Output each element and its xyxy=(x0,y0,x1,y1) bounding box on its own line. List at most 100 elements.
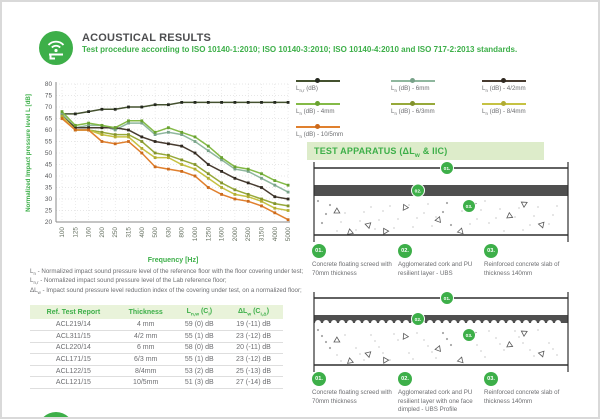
table-cell: 55 (1) dB xyxy=(174,330,225,343)
label-number-badge: 01. xyxy=(312,244,326,258)
legend-item: Ln (dB) - 4/2mm xyxy=(482,77,574,93)
diagram-label: 03. Reinforced concrete slab of thickness… xyxy=(484,372,566,406)
legend-marker-icon xyxy=(296,124,340,130)
legend-item: Ln,r (dB) xyxy=(296,77,388,93)
table-cell: 27 (-14) dB xyxy=(224,376,283,389)
legend-item: Ln (dB) - 6/3mm xyxy=(391,100,483,116)
legend-label: Ln (dB) - 4/2mm xyxy=(482,85,526,94)
label-text: Concrete floating screed with 70mm thick… xyxy=(312,261,392,277)
diagram-label: 01. Concrete floating screed with 70mm th… xyxy=(312,244,394,278)
table-cell: 4/2 mm xyxy=(116,330,175,343)
svg-text:2500: 2500 xyxy=(245,227,252,242)
legend-label: Ln (dB) - 6mm xyxy=(391,85,430,94)
table-header-row: Ref. Test Report Thickness Ln,w (CI) ΔLw (C… xyxy=(30,305,283,320)
table-row: ACL122/15 8/4mm 53 (2) dB 25 (-13) dB xyxy=(30,365,283,378)
table-row: ACL311/15 4/2 mm 55 (1) dB 23 (-12) dB xyxy=(30,330,283,343)
table-header-cell: Ref. Test Report xyxy=(30,305,117,320)
svg-text:2000: 2000 xyxy=(232,227,239,242)
svg-text:160: 160 xyxy=(86,227,93,238)
table-cell: ACL121/15 xyxy=(30,376,117,389)
results-table: Ref. Test Report Thickness Ln,w (CI) ΔLw (C… xyxy=(30,305,283,389)
table-cell: 59 (0) dB xyxy=(174,319,225,331)
diagram-label: 02. Agglomerated cork and PU resilient la… xyxy=(398,372,480,415)
table-cell: 4 mm xyxy=(116,319,175,331)
svg-text:01.: 01. xyxy=(444,166,451,172)
svg-text:75: 75 xyxy=(45,93,53,100)
svg-text:02.: 02. xyxy=(415,188,422,194)
table-cell: ACL219/14 xyxy=(30,319,117,331)
y-axis-label: Normalized Impact pressure level L [dB] xyxy=(25,94,32,212)
svg-text:50: 50 xyxy=(45,150,53,157)
diagram-label: 02. Agglomerated cork and PU resilient la… xyxy=(398,244,480,278)
legend-item: Ln (dB) - 8/4mm xyxy=(482,100,574,116)
table-cell: 6 mm xyxy=(116,342,175,355)
svg-text:500: 500 xyxy=(152,227,159,238)
table-cell: ACL220/14 xyxy=(30,342,117,355)
svg-text:03.: 03. xyxy=(466,333,473,339)
legend-label: Ln (dB) - 6/3mm xyxy=(391,108,435,117)
x-axis-label: Frequency [Hz] xyxy=(148,257,199,264)
table-header-cell: Ln,w (CI) xyxy=(174,305,225,320)
label-text: Reinforced concrete slab of thickness 14… xyxy=(484,389,560,405)
table-cell: ACL171/15 xyxy=(30,353,117,366)
svg-text:70: 70 xyxy=(45,104,53,111)
svg-text:250: 250 xyxy=(112,227,119,238)
legend-item: Ln (dB) - 10/5mm xyxy=(296,123,388,139)
svg-text:25: 25 xyxy=(45,208,53,215)
legend-marker-icon xyxy=(296,101,340,107)
svg-text:80: 80 xyxy=(45,81,53,88)
svg-text:200: 200 xyxy=(99,227,106,238)
table-row: ACL219/14 4 mm 59 (0) dB 19 (-11) dB xyxy=(30,319,283,331)
svg-text:125: 125 xyxy=(72,227,79,238)
svg-text:30: 30 xyxy=(45,196,53,203)
svg-text:01.: 01. xyxy=(444,296,451,302)
svg-text:60: 60 xyxy=(45,127,53,134)
diagram-2-labels: 01. Concrete floating screed with 70mm th… xyxy=(308,372,576,417)
table-cell: 23 (-12) dB xyxy=(224,330,283,343)
svg-text:630: 630 xyxy=(165,227,172,238)
legend-label: Ln (dB) - 10/5mm xyxy=(296,131,344,140)
table-cell: ACL311/15 xyxy=(30,330,117,343)
svg-text:800: 800 xyxy=(179,227,186,238)
table-row: ACL171/15 6/3 mm 55 (1) dB 23 (-12) dB xyxy=(30,353,283,366)
svg-text:20: 20 xyxy=(45,219,53,226)
test-apparatus-heading: TEST APPARATUS (ΔLw & IIC) xyxy=(307,142,544,160)
legend-marker-icon xyxy=(391,78,435,84)
page-title: ACOUSTICAL RESULTS xyxy=(82,32,212,44)
table-row: ACL220/14 6 mm 58 (0) dB 20 (-11) dB xyxy=(30,342,283,355)
apparatus-diagram-flat-layer: 01. 02. 03. xyxy=(313,161,569,242)
legend-label: Ln,r (dB) xyxy=(296,85,318,94)
svg-text:5000: 5000 xyxy=(285,227,292,242)
legend-item: Ln (dB) - 6mm xyxy=(391,77,483,93)
table-header-cell: Thickness xyxy=(116,305,175,320)
legend-label: Ln (dB) - 4mm xyxy=(296,108,335,117)
diagram-label: 01. Concrete floating screed with 70mm th… xyxy=(312,372,394,406)
legend-marker-icon xyxy=(482,78,526,84)
impact-sound-line-chart: 20 25 30 35 40 45 50 55 60 65 70 75 80 100 125 160 200 25… xyxy=(25,81,292,264)
chart-legend: Ln,r (dB) Ln (dB) - 6mm Ln (dB) - 4/2mm Ln … xyxy=(296,77,596,149)
legend-item: Ln (dB) - 4mm xyxy=(296,100,388,116)
apparatus-diagram-dimpled-layer: 01. 02. 03. xyxy=(313,291,569,372)
diagram-label: 03. Reinforced concrete slab of thickness… xyxy=(484,244,566,278)
legend-marker-icon xyxy=(391,101,435,107)
table-cell: 53 (2) dB xyxy=(174,365,225,378)
svg-text:315: 315 xyxy=(126,227,133,238)
svg-text:03.: 03. xyxy=(466,204,473,210)
label-text: Reinforced concrete slab of thickness 14… xyxy=(484,261,560,277)
svg-text:3150: 3150 xyxy=(259,227,266,242)
table-cell: 58 (0) dB xyxy=(174,342,225,355)
footnote-line: Ln - Normalized impact sound pressure le… xyxy=(30,268,304,277)
table-cell: 55 (1) dB xyxy=(174,353,225,366)
label-number-badge: 01. xyxy=(312,372,326,386)
legend-label: Ln (dB) - 8/4mm xyxy=(482,108,526,117)
svg-text:400: 400 xyxy=(139,227,146,238)
legend-marker-icon xyxy=(482,101,526,107)
label-number-badge: 03. xyxy=(484,372,498,386)
svg-text:1000: 1000 xyxy=(192,227,199,242)
label-number-badge: 02. xyxy=(398,244,412,258)
table-cell: 19 (-11) dB xyxy=(224,319,283,331)
label-text: Agglomerated cork and PU resilient layer… xyxy=(398,389,473,414)
table-cell: ACL122/15 xyxy=(30,365,117,378)
table-cell: 10/5mm xyxy=(116,376,175,389)
